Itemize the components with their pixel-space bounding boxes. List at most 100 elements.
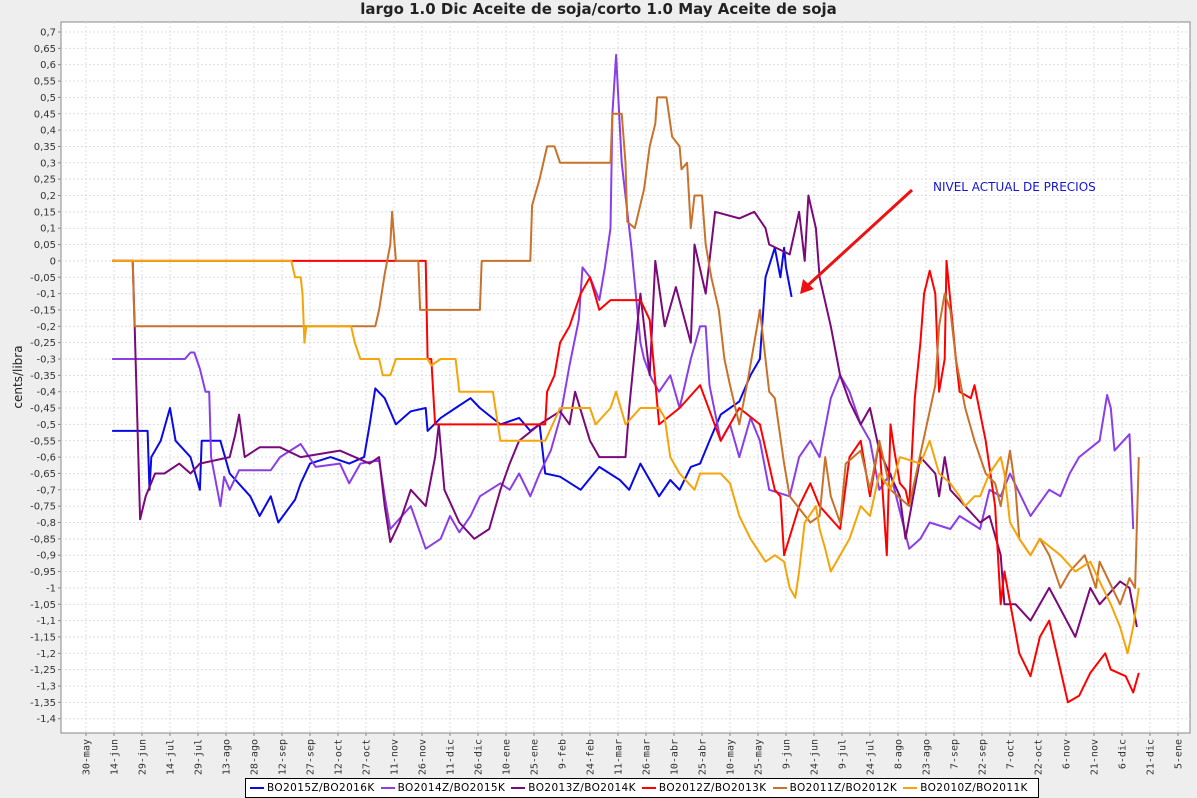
x-tick-label: 7-oct <box>1006 739 1017 769</box>
y-tick-label: 0,4 <box>40 126 56 137</box>
x-tick-label: 11-nov <box>390 739 401 775</box>
y-tick-label: -0,85 <box>30 534 56 545</box>
x-tick-label: 5-ene <box>1174 739 1185 769</box>
legend-swatch <box>250 787 264 789</box>
y-tick-label: -1,1 <box>36 616 56 627</box>
y-tick-label: -0,7 <box>36 485 56 496</box>
series-line-bo2011z-bo2012k <box>112 96 1140 606</box>
x-tick-label: 11-dic <box>446 739 457 775</box>
legend-swatch <box>641 787 656 789</box>
x-tick-label: 25-ene <box>530 739 541 775</box>
legend-item: BO2013Z/BO2014K <box>511 782 636 794</box>
y-tick-label: 0,7 <box>40 28 56 39</box>
y-tick-label: -0,45 <box>30 404 56 415</box>
x-tick-label: 25-abr <box>698 739 709 775</box>
x-tick-label: 10-may <box>726 739 737 775</box>
y-tick-label: -0,5 <box>36 420 56 431</box>
y-tick-label: -0,35 <box>30 371 56 382</box>
y-axis-label: cents/libra <box>11 345 25 409</box>
x-tick-label: 13-ago <box>222 739 233 775</box>
x-tick-label: 24-feb <box>586 739 597 775</box>
x-tick-label: 14-jul <box>166 739 177 775</box>
y-tick-label: -0,95 <box>30 567 56 578</box>
x-tick-label: 12-sep <box>278 739 289 775</box>
y-tick-label: -0,8 <box>36 518 56 529</box>
line-chart: 0,7 0,65 0,6 0,55 0,5 0,45 0,4 0,35 0,3 0,25 0,2 0,… <box>30 21 1191 775</box>
y-tick-label: -1,35 <box>30 698 56 709</box>
legend-label: BO2014Z/BO2015K <box>397 782 506 794</box>
x-tick-label: 23-ago <box>922 739 933 775</box>
y-tick-label: -1,4 <box>36 714 56 725</box>
y-tick-label: -1,05 <box>30 600 56 611</box>
x-tick-label: 9-jul <box>838 739 849 769</box>
x-tick-label: 24-jul <box>866 739 877 775</box>
y-tick-label: 0,1 <box>40 224 56 235</box>
y-tick-label: 0,6 <box>40 60 56 71</box>
x-tick-label: 30-may <box>82 739 93 775</box>
x-tick-label: 6-nov <box>1062 739 1073 769</box>
x-tick-label: 27-oct <box>362 739 373 775</box>
x-tick-label: 27-sep <box>306 739 317 775</box>
x-tick-label: 21-nov <box>1090 739 1101 775</box>
legend-swatch <box>511 787 526 789</box>
x-tick-label: 10-abr <box>670 739 681 775</box>
y-tick-label: -1,2 <box>36 649 56 660</box>
legend-label: BO2015Z/BO2016K <box>267 782 375 794</box>
x-tick-label: 26-mar <box>642 739 653 775</box>
legend-item: BO2010Z/BO2011K <box>903 782 1028 794</box>
series-line-bo2013z-bo2014k <box>112 194 1138 638</box>
y-tick-label: 0,3 <box>40 158 56 169</box>
legend-swatch <box>903 787 918 789</box>
y-tick-label: -0,15 <box>30 305 56 316</box>
chart-title: largo 1.0 Dic Aceite de soja/corto 1.0 M… <box>360 0 837 18</box>
legend-swatch <box>380 787 395 789</box>
x-tick-label: 25-may <box>754 739 765 775</box>
x-tick-label: 14-jun <box>110 739 121 775</box>
x-tick-label: 26-nov <box>418 739 429 775</box>
y-tick-label: -0,3 <box>36 355 56 366</box>
legend-label: BO2010Z/BO2011K <box>920 782 1028 794</box>
legend-item: BO2011Z/BO2012K <box>772 782 898 794</box>
legend-label: BO2013Z/BO2014K <box>528 782 636 794</box>
series-line-bo2010z-bo2011k <box>112 259 1140 655</box>
y-tick-label: -1,15 <box>30 632 56 643</box>
y-tick-label: 0,25 <box>34 175 56 186</box>
y-tick-label: -0,6 <box>36 453 56 464</box>
x-tick-label: 29-jul <box>194 739 205 775</box>
y-tick-label: -1,3 <box>36 682 56 693</box>
x-tick-label: 10-ene <box>502 739 513 775</box>
x-tick-label: 28-ago <box>250 739 261 775</box>
annotation-arrowhead-icon <box>800 279 814 294</box>
y-tick-label: -0,1 <box>36 289 56 300</box>
legend-label: BO2011Z/BO2012K <box>789 782 898 794</box>
legend-item: BO2014Z/BO2015K <box>380 782 506 794</box>
x-tick-label: 6-dic <box>1118 739 1129 769</box>
series-line-bo2012z-bo2013k <box>112 259 1140 704</box>
y-tick-label: -0,2 <box>36 322 56 333</box>
series-line-bo2015z-bo2016k <box>112 246 793 524</box>
x-tick-label: 24-jun <box>810 739 821 775</box>
x-tick-label: 11-mar <box>614 739 625 775</box>
legend-swatch <box>772 787 787 789</box>
annotation-text: NIVEL ACTUAL DE PRECIOS <box>933 180 1096 194</box>
y-tick-label: 0 <box>50 256 56 267</box>
y-tick-label: 0,65 <box>34 44 56 55</box>
y-tick-label: 0,2 <box>40 191 56 202</box>
annotation-arrow-shaft <box>804 188 914 289</box>
y-tick-label: -0,55 <box>30 436 56 447</box>
x-tick-label: 26-dic <box>474 739 485 775</box>
x-tick-label: 7-sep <box>950 739 961 769</box>
x-tick-label: 9-jun <box>782 739 793 769</box>
x-tick-label: 22-oct <box>1034 739 1045 775</box>
y-tick-label: 0,45 <box>34 109 56 120</box>
y-tick-label: 0,05 <box>34 240 56 251</box>
legend-label: BO2012Z/BO2013K <box>658 782 767 794</box>
plot-area <box>60 21 1191 734</box>
y-tick-label: 0,15 <box>34 207 56 218</box>
legend-item: BO2012Z/BO2013K <box>641 782 767 794</box>
x-tick-label: 21-dic <box>1146 739 1157 775</box>
legend-item: BO2015Z/BO2016K <box>250 782 375 794</box>
y-tick-label: 0,5 <box>40 93 56 104</box>
x-tick-label: 9-feb <box>558 739 569 769</box>
y-tick-label: -0,65 <box>30 469 56 480</box>
